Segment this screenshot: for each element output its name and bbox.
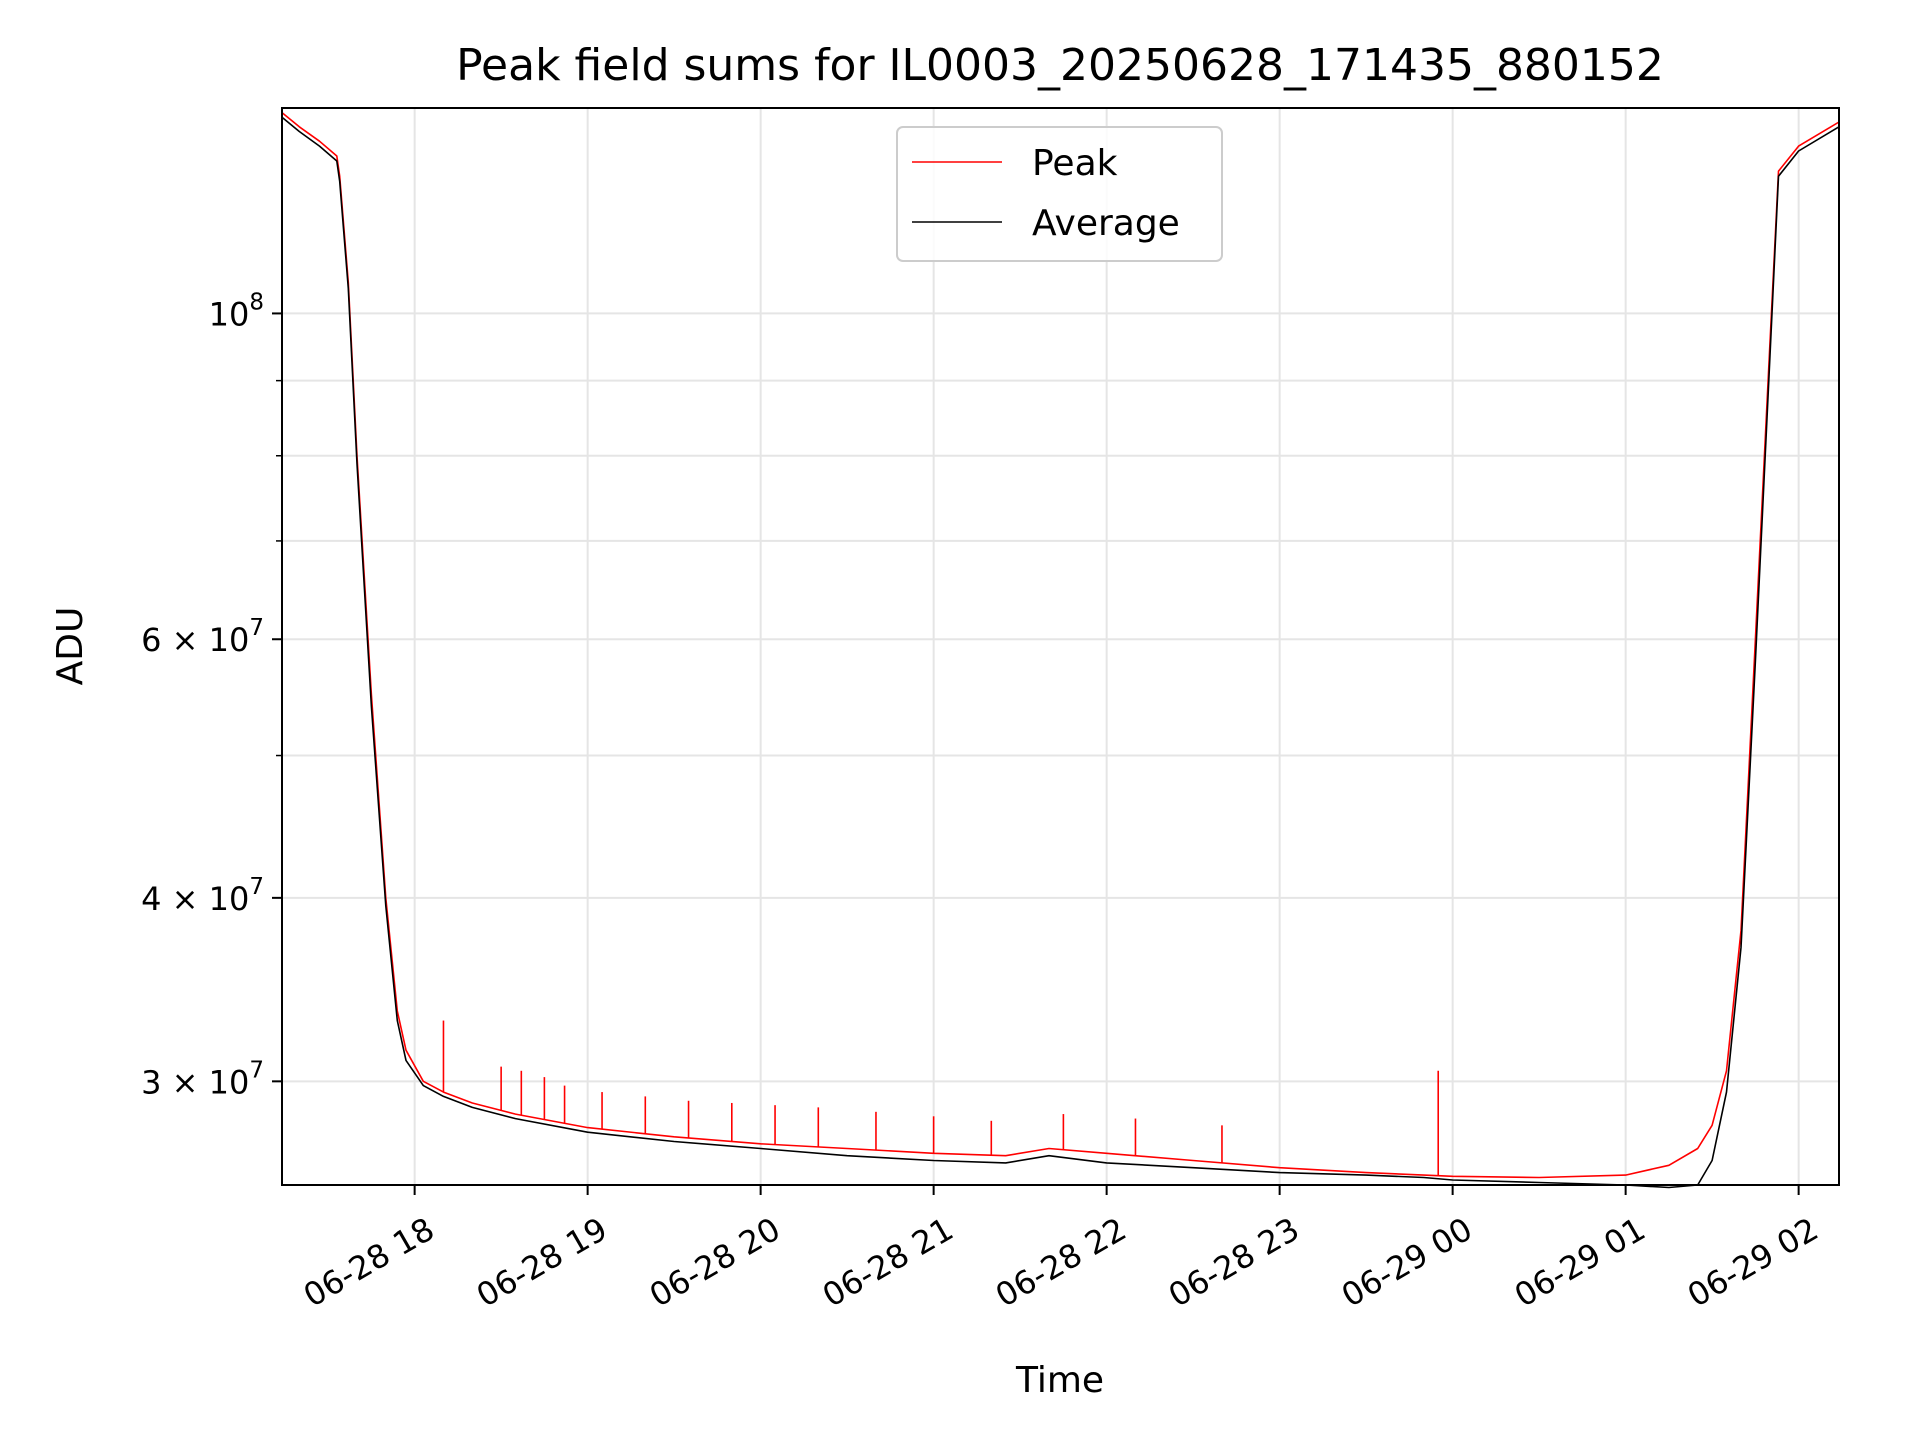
y-tick-label-exponent: 7 — [249, 1057, 264, 1083]
y-tick-label-base: 3 × 10 — [141, 1063, 249, 1101]
legend: Peak Average — [896, 126, 1223, 262]
y-tick-label-exponent: 8 — [249, 289, 264, 315]
legend-label-peak: Peak — [1032, 143, 1118, 184]
y-tick-label: 6 × 107 — [141, 615, 264, 659]
legend-box — [896, 126, 1223, 262]
y-tick-label-exponent: 7 — [249, 874, 264, 900]
legend-label-average: Average — [1032, 203, 1180, 244]
chart-title: Peak field sums for IL0003_20250628_1714… — [456, 40, 1664, 91]
y-tick-label-base: 6 × 10 — [141, 621, 249, 659]
y-axis-label: ADU — [50, 607, 91, 686]
series-line-average — [281, 116, 1840, 1189]
y-tick-label: 3 × 107 — [141, 1057, 264, 1101]
axes-frame — [281, 107, 1840, 1186]
x-axis-label: Time — [1015, 1360, 1104, 1401]
grid — [282, 108, 1839, 1185]
plot-area — [281, 111, 1840, 1189]
y-tick-label-exponent: 7 — [249, 615, 264, 641]
y-tick-label: 108 — [209, 289, 264, 333]
y-tick-label-base: 4 × 10 — [141, 880, 249, 918]
y-tick-label: 4 × 107 — [141, 874, 264, 918]
y-tick-label-base: 10 — [209, 295, 250, 333]
